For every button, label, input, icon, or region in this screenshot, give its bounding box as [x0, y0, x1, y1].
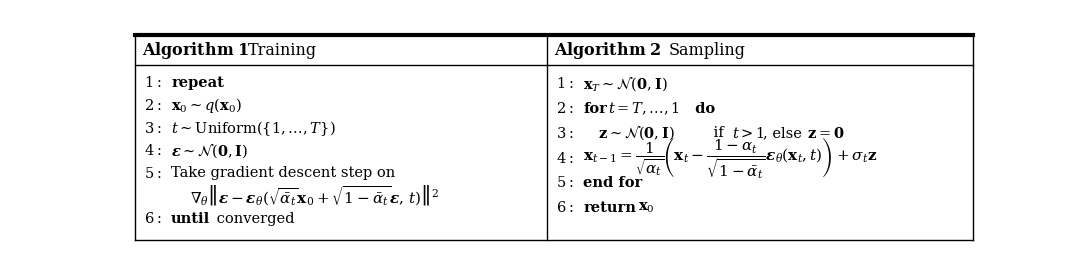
- Text: $\mathbf{z} = \mathbf{0}$: $\mathbf{z} = \mathbf{0}$: [808, 126, 844, 141]
- Text: $\mathbf{x}_{t-1} = \dfrac{1}{\sqrt{\alpha_t}}\!\left(\mathbf{x}_t - \dfrac{1-\a: $\mathbf{x}_{t-1} = \dfrac{1}{\sqrt{\alp…: [584, 135, 878, 181]
- Text: $\bf{Algorithm\ 2}$: $\bf{Algorithm\ 2}$: [555, 40, 662, 61]
- Text: Take gradient descent step on: Take gradient descent step on: [171, 166, 396, 180]
- Text: $2:$: $2:$: [144, 98, 161, 113]
- Text: $3:$: $3:$: [556, 126, 573, 141]
- Text: $\bf{Algorithm\ 1}$: $\bf{Algorithm\ 1}$: [142, 40, 250, 61]
- Text: , else: , else: [763, 126, 806, 140]
- Text: $6:$: $6:$: [144, 211, 161, 226]
- Text: return: return: [584, 200, 637, 215]
- Text: $t = T,\ldots,1$: $t = T,\ldots,1$: [609, 100, 680, 117]
- Text: $\mathbf{z} \sim \mathcal{N}(\mathbf{0}, \mathbf{I})$: $\mathbf{z} \sim \mathcal{N}(\mathbf{0},…: [598, 125, 675, 142]
- Text: $5:$: $5:$: [556, 175, 573, 190]
- Text: $5:$: $5:$: [144, 166, 161, 181]
- Text: repeat: repeat: [171, 76, 224, 90]
- Text: $\mathbf{x}_T \sim \mathcal{N}(\mathbf{0}, \mathbf{I})$: $\mathbf{x}_T \sim \mathcal{N}(\mathbf{0…: [584, 75, 668, 93]
- Text: until: until: [171, 212, 211, 225]
- Text: $1:$: $1:$: [556, 76, 573, 91]
- Text: converged: converged: [212, 212, 295, 225]
- Text: $6:$: $6:$: [556, 200, 573, 215]
- Text: $3:$: $3:$: [144, 121, 161, 136]
- Text: Sampling: Sampling: [669, 42, 746, 59]
- Text: $\nabla_\theta \left\|\boldsymbol{\epsilon} - \boldsymbol{\epsilon}_\theta(\sqrt: $\nabla_\theta \left\|\boldsymbol{\epsil…: [189, 184, 439, 208]
- Text: $\mathbf{x}_0$: $\mathbf{x}_0$: [638, 200, 654, 215]
- Text: $4:$: $4:$: [556, 151, 573, 166]
- Text: $t > 1$: $t > 1$: [732, 126, 764, 141]
- Text: $\mathbf{x}_0 \sim q(\mathbf{x}_0)$: $\mathbf{x}_0 \sim q(\mathbf{x}_0)$: [171, 96, 242, 115]
- Text: do: do: [690, 102, 715, 116]
- Text: end for: end for: [584, 176, 642, 190]
- Text: $t \sim \mathrm{Uniform}(\{1,\ldots,T\})$: $t \sim \mathrm{Uniform}(\{1,\ldots,T\})…: [171, 119, 336, 138]
- Text: $1:$: $1:$: [144, 75, 161, 90]
- Text: if: if: [709, 126, 729, 140]
- Text: for: for: [584, 102, 608, 116]
- Text: $\boldsymbol{\epsilon} \sim \mathcal{N}(\mathbf{0}, \mathbf{I})$: $\boldsymbol{\epsilon} \sim \mathcal{N}(…: [171, 142, 249, 160]
- Text: $4:$: $4:$: [144, 143, 161, 158]
- Text: Training: Training: [249, 42, 318, 59]
- Text: $2:$: $2:$: [556, 101, 573, 116]
